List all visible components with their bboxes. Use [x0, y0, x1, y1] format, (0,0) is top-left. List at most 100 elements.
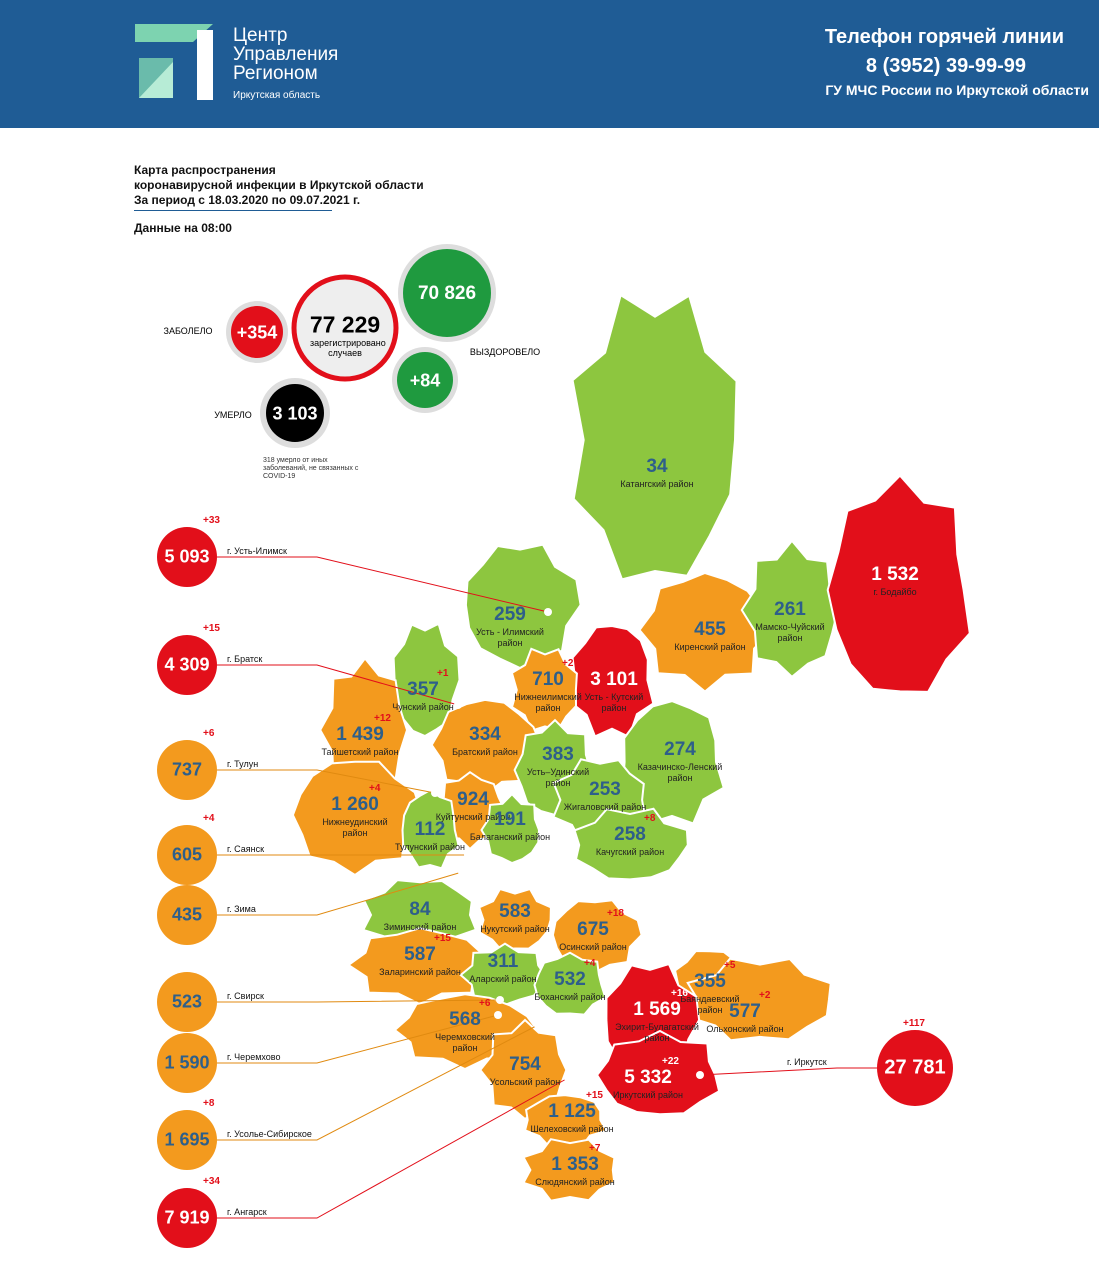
leader-line	[217, 871, 463, 916]
city-point	[494, 1011, 502, 1019]
city-circle	[877, 1030, 953, 1106]
district-area	[551, 899, 643, 974]
district-name: Усть–Удинский район	[526, 767, 590, 788]
leader-line	[217, 1024, 539, 1141]
leader-line	[217, 999, 501, 1003]
logo-region: Иркутская область	[233, 90, 321, 101]
district-delta: +2	[759, 990, 771, 1001]
district-area	[621, 700, 725, 825]
city-value: 1 695	[164, 1129, 210, 1150]
city-point	[544, 608, 552, 616]
district-delta: +8	[644, 813, 656, 824]
district-area	[533, 951, 607, 1016]
district-name: Жигаловский район	[563, 802, 647, 812]
leader-line	[699, 1067, 877, 1076]
leader-line	[217, 1014, 499, 1064]
city-value: 1 590	[164, 1052, 210, 1073]
district-value: 357	[407, 679, 439, 700]
district-name: Зиминский район	[383, 922, 457, 932]
district-name: Братский район	[452, 747, 518, 757]
district-area	[480, 792, 541, 865]
district-value: 1 353	[551, 1154, 599, 1175]
district-delta: +18	[607, 908, 624, 919]
leader-line	[217, 1077, 569, 1219]
district-name: Слюдянский район	[535, 1177, 615, 1187]
district-name: Мамско-Чуйский район	[755, 622, 825, 643]
district-value: 274	[664, 739, 696, 760]
district-name: Тулунский район	[394, 842, 466, 852]
district-name: Усть - Кутский район	[584, 692, 644, 713]
logo-line: Управления	[233, 44, 339, 65]
city-delta: +15	[203, 623, 220, 634]
district-area	[595, 1029, 721, 1116]
city-circle	[157, 740, 217, 800]
hotline-org: ГУ МЧС России по Иркутской области	[825, 82, 1089, 98]
district-value: 191	[494, 809, 526, 830]
district-area	[571, 293, 738, 581]
city-value: 605	[171, 844, 203, 865]
district-value: 3 101	[590, 669, 638, 690]
district-delta: +4	[369, 783, 381, 794]
district-value: 355	[694, 971, 726, 992]
district-name: Осинский район	[559, 942, 627, 952]
district-area	[477, 887, 552, 951]
district-delta: +7	[589, 1143, 601, 1154]
city-delta: +34	[203, 1176, 220, 1187]
city-point	[458, 868, 466, 876]
header-bar	[0, 0, 1099, 128]
district-name: Эхирит-Булагатский район	[615, 1022, 699, 1043]
district-name: Катангский район	[620, 479, 694, 489]
city-delta: +33	[203, 515, 220, 526]
city-value: 7 919	[164, 1207, 210, 1228]
district-name: Качугский район	[595, 847, 665, 857]
city-name: г. Усть-Илимск	[227, 546, 287, 556]
district-value: 455	[694, 619, 726, 640]
hotline-title: Телефон горячей линии	[824, 26, 1064, 48]
district-name: Тайшетский район	[321, 747, 399, 757]
district-name: Иркутский район	[612, 1090, 684, 1100]
district-delta: +15	[586, 1090, 603, 1101]
district-value: 259	[494, 604, 526, 625]
district-delta: +22	[662, 1056, 679, 1067]
data-time: Данные на 08:00	[134, 221, 232, 235]
title-line: Карта распространения	[134, 163, 276, 177]
city-circle	[157, 1110, 217, 1170]
district-name: Заларинский район	[379, 967, 461, 977]
city-delta: +117	[903, 1018, 925, 1029]
district-name: Киренский район	[674, 642, 746, 652]
district-name: Ольхонский район	[706, 1024, 784, 1034]
city-value: 27 781	[884, 1056, 946, 1079]
leader-line	[217, 556, 549, 613]
city-point	[464, 851, 472, 859]
district-area	[346, 927, 494, 1006]
city-circle	[157, 1188, 217, 1248]
city-value: 435	[171, 904, 203, 925]
district-name: Аларский район	[469, 974, 537, 984]
city-name: г. Усолье-Сибирское	[227, 1129, 312, 1139]
district-value: 253	[589, 779, 621, 800]
district-area	[401, 789, 460, 870]
logo-text: Центр Управления Регионом	[233, 26, 338, 83]
district-value: 587	[404, 944, 436, 965]
died: 3 103	[272, 403, 318, 424]
district-name: Шелеховский район	[530, 1124, 614, 1134]
district-name: Куйтунский район	[435, 812, 511, 822]
district-value: 311	[487, 951, 519, 972]
city-circle	[157, 825, 217, 885]
district-delta: +5	[724, 960, 736, 971]
district-area	[522, 1138, 616, 1202]
district-value: 5 332	[624, 1067, 672, 1088]
recovered-delta: +84	[409, 370, 441, 391]
city-value: 5 093	[164, 546, 210, 567]
city-point	[534, 1021, 542, 1029]
district-name: Нижнеудинский район	[322, 817, 388, 838]
city-circle	[157, 972, 217, 1032]
logo-mark	[135, 24, 213, 100]
city-point	[431, 789, 439, 797]
district-value: 675	[577, 919, 609, 940]
city-name: г. Ангарск	[227, 1207, 267, 1217]
district-name: Казачинско-Ленский район	[637, 762, 723, 783]
city-name: г. Зима	[227, 904, 256, 914]
district-name: Баяндаевский район	[680, 994, 740, 1015]
